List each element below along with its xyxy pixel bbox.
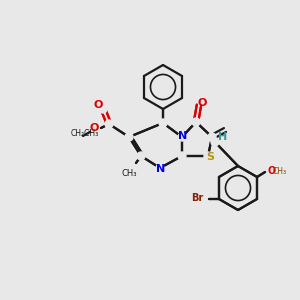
Text: CH₃: CH₃ <box>121 169 137 178</box>
Text: CH₃: CH₃ <box>273 167 287 176</box>
Circle shape <box>125 133 133 141</box>
Text: CH₂CH₃: CH₂CH₃ <box>71 130 99 139</box>
Text: S: S <box>206 152 214 162</box>
Circle shape <box>192 118 200 126</box>
Text: O: O <box>93 100 103 110</box>
Text: H: H <box>218 132 228 142</box>
Text: O: O <box>268 166 276 176</box>
Circle shape <box>178 152 186 160</box>
Circle shape <box>99 105 107 113</box>
Text: O: O <box>197 98 207 108</box>
Circle shape <box>204 152 212 160</box>
Circle shape <box>159 119 167 127</box>
Circle shape <box>137 152 145 160</box>
Circle shape <box>211 138 219 146</box>
Circle shape <box>178 133 186 141</box>
Circle shape <box>208 133 216 141</box>
Text: N: N <box>178 131 188 141</box>
Circle shape <box>156 164 164 172</box>
Circle shape <box>105 120 113 128</box>
Circle shape <box>91 125 99 133</box>
Text: N: N <box>156 164 166 174</box>
Text: Br: Br <box>191 193 203 203</box>
Text: O: O <box>89 123 99 133</box>
